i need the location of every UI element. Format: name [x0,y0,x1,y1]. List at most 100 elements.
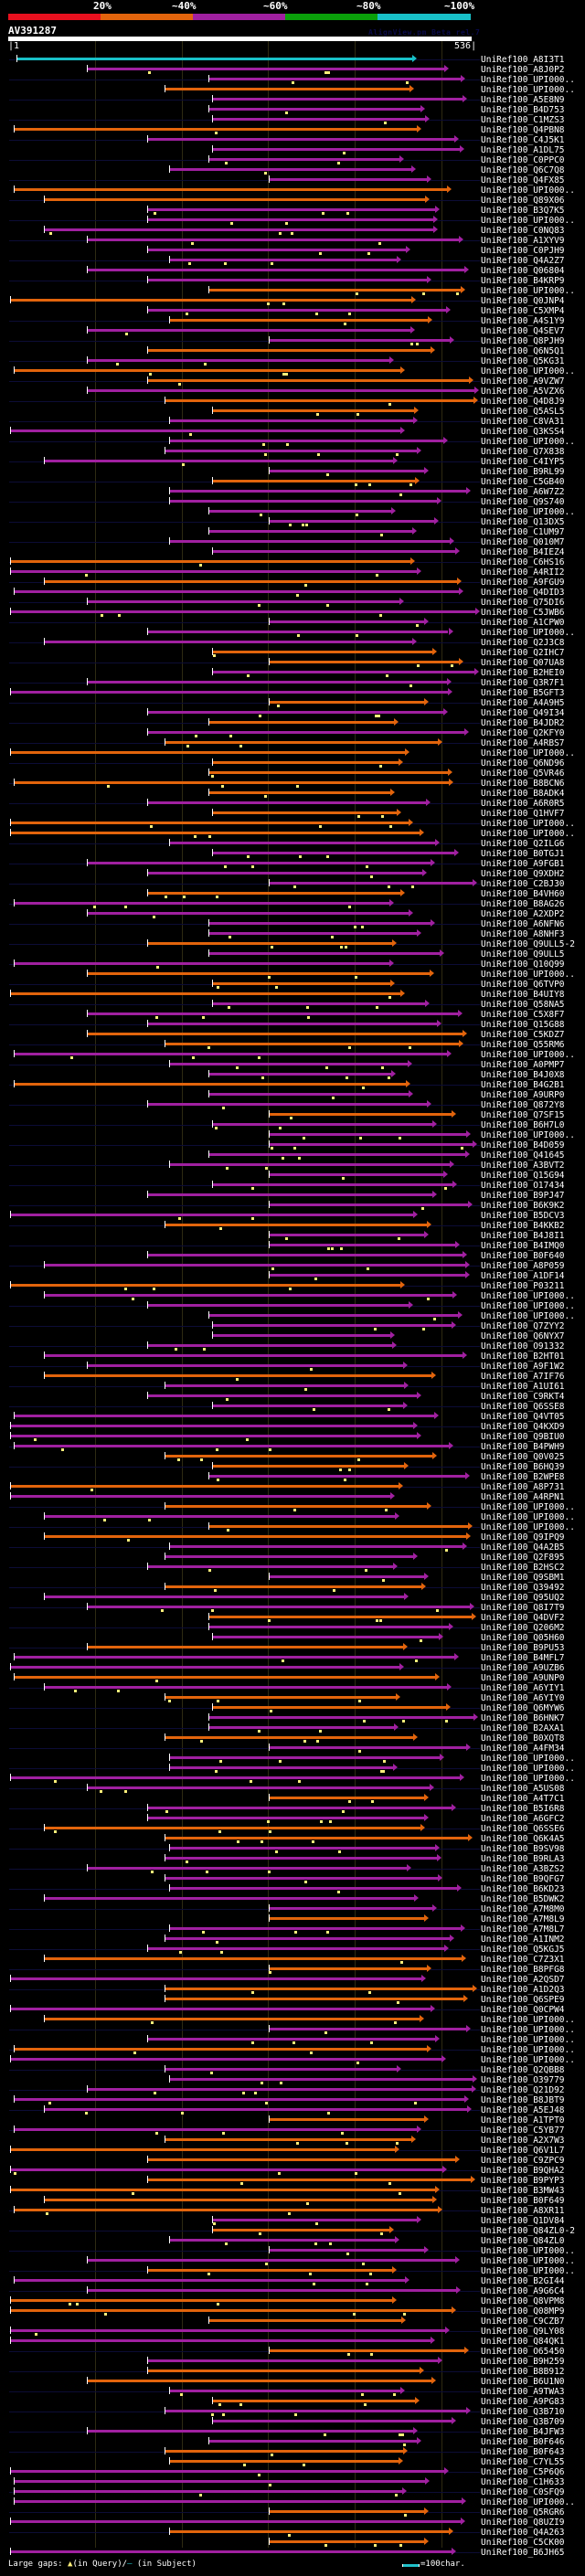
hit-row[interactable]: UniRef100_Q4DID3 [0,588,585,598]
hit-row[interactable]: UniRef100_Q05H60 [0,1633,585,1643]
hit-label[interactable]: UniRef100_B2HSC2 [481,1563,565,1573]
hit-row[interactable]: UniRef100_B9RLA3 [0,1854,585,1864]
hit-row[interactable]: UniRef100_A2QSD7 [0,1975,585,1985]
hit-row[interactable]: UniRef100_B2HSC2 [0,1563,585,1573]
hit-label[interactable]: UniRef100_B4J0X8 [481,1070,565,1080]
hit-row[interactable]: UniRef100_UPI000.. [0,75,585,85]
hit-row[interactable]: UniRef100_Q6SPE9 [0,1995,585,2005]
hit-label[interactable]: UniRef100_Q3R7F1 [481,678,565,688]
hit-row[interactable]: UniRef100_A1TPT0 [0,2115,585,2125]
hit-label[interactable]: UniRef100_UPI000.. [481,2256,575,2266]
hit-label[interactable]: UniRef100_O65450 [481,2347,565,2357]
hit-row[interactable]: UniRef100_Q4SEV7 [0,326,585,336]
hit-row[interactable]: UniRef100_B4IMQ0 [0,1241,585,1251]
hit-row[interactable]: UniRef100_UPI000.. [0,2497,585,2507]
hit-label[interactable]: UniRef100_Q3B709 [481,2417,565,2427]
hit-label[interactable]: UniRef100_C4IYP5 [481,457,565,467]
hit-label[interactable]: UniRef100_B4VH60 [481,889,565,899]
hit-label[interactable]: UniRef100_A2XDP2 [481,909,565,919]
hit-label[interactable]: UniRef100_B8BCN6 [481,779,565,789]
hit-row[interactable]: UniRef100_Q9XDH2 [0,869,585,879]
hit-label[interactable]: UniRef100_A5E8N9 [481,95,565,105]
hit-row[interactable]: UniRef100_Q5ASL5 [0,407,585,417]
hit-row[interactable]: UniRef100_C2BJ30 [0,879,585,889]
hit-label[interactable]: UniRef100_UPI000.. [481,748,575,758]
hit-label[interactable]: UniRef100_Q4VT05 [481,1412,565,1422]
hit-row[interactable]: UniRef100_B2HEI0 [0,668,585,678]
hit-row[interactable]: UniRef100_UPI000.. [0,1512,585,1522]
hit-label[interactable]: UniRef100_Q872Y8 [481,1100,565,1110]
hit-row[interactable]: UniRef100_Q0JNP4 [0,296,585,306]
hit-label[interactable]: UniRef100_Q41645 [481,1150,565,1161]
hit-label[interactable]: UniRef100_B4IEZ4 [481,547,565,557]
hit-label[interactable]: UniRef100_A9FGU9 [481,578,565,588]
hit-row[interactable]: UniRef100_B4JFW3 [0,2427,585,2437]
hit-row[interactable]: UniRef100_Q39492 [0,1583,585,1593]
hit-label[interactable]: UniRef100_B6K9K2 [481,1201,565,1211]
hit-label[interactable]: UniRef100_Q9SBM1 [481,1573,565,1583]
hit-label[interactable]: UniRef100_A7IF76 [481,1372,565,1382]
hit-row[interactable]: UniRef100_B4D059 [0,1140,585,1150]
hit-label[interactable]: UniRef100_Q8I7T9 [481,1603,565,1613]
hit-row[interactable]: UniRef100_A6GFC2 [0,1814,585,1824]
hit-label[interactable]: UniRef100_A1TPT0 [481,2115,565,2125]
hit-label[interactable]: UniRef100_A1DF14 [481,1271,565,1281]
hit-row[interactable]: UniRef100_B6HQ39 [0,1462,585,1472]
hit-label[interactable]: UniRef100_A1D2Q3 [481,1985,565,1995]
hit-row[interactable]: UniRef100_C7YL55 [0,2457,585,2467]
hit-label[interactable]: UniRef100_B4KRP9 [481,276,565,286]
hit-label[interactable]: UniRef100_A2X7W3 [481,2136,565,2146]
hit-label[interactable]: UniRef100_Q2QBB8 [481,2065,565,2075]
hit-row[interactable]: UniRef100_Q9BIU0 [0,1432,585,1442]
hit-label[interactable]: UniRef100_A7M8L7 [481,1924,565,1935]
hit-row[interactable]: UniRef100_UPI000.. [0,1774,585,1784]
hit-row[interactable]: UniRef100_Q58NA5 [0,1000,585,1010]
hit-row[interactable]: UniRef100_UPI000.. [0,829,585,839]
hit-label[interactable]: UniRef100_Q9ULL5 [481,949,565,959]
hit-label[interactable]: UniRef100_Q95UQ2 [481,1593,565,1603]
hit-row[interactable]: UniRef100_A9VZW7 [0,376,585,387]
hit-row[interactable]: UniRef100_Q0V025 [0,1452,585,1462]
hit-label[interactable]: UniRef100_Q6SPE9 [481,1995,565,2005]
hit-label[interactable]: UniRef100_B2WPE8 [481,1472,565,1482]
hit-row[interactable]: UniRef100_B4J8I1 [0,1231,585,1241]
hit-row[interactable]: UniRef100_C9ZPC9 [0,2156,585,2166]
hit-label[interactable]: UniRef100_Q6C7Q8 [481,165,565,175]
hit-label[interactable]: UniRef100_B8JBT9 [481,2095,565,2105]
hit-row[interactable]: UniRef100_B2HT01 [0,1352,585,1362]
hit-label[interactable]: UniRef100_Q4DID3 [481,588,565,598]
hit-label[interactable]: UniRef100_A9PG83 [481,2397,565,2407]
hit-row[interactable]: UniRef100_B4VH60 [0,889,585,899]
hit-row[interactable]: UniRef100_Q21D92 [0,2085,585,2095]
hit-label[interactable]: UniRef100_A2QSD7 [481,1975,565,1985]
hit-label[interactable]: UniRef100_A1CPW0 [481,618,565,628]
hit-row[interactable]: UniRef100_A9FGU9 [0,578,585,588]
hit-label[interactable]: UniRef100_B6HNK7 [481,1713,565,1723]
hit-label[interactable]: UniRef100_O39779 [481,2075,565,2085]
hit-row[interactable]: UniRef100_UPI000.. [0,1764,585,1774]
hit-row[interactable]: UniRef100_Q06804 [0,266,585,276]
hit-label[interactable]: UniRef100_UPI000.. [481,628,575,638]
hit-row[interactable]: UniRef100_UPI000.. [0,1522,585,1532]
hit-label[interactable]: UniRef100_Q0JNP4 [481,296,565,306]
hit-label[interactable]: UniRef100_P03211 [481,1281,565,1291]
hit-label[interactable]: UniRef100_Q9LY08 [481,2327,565,2337]
hit-row[interactable]: UniRef100_A5EJ48 [0,2105,585,2115]
hit-label[interactable]: UniRef100_C8VA31 [481,417,565,427]
hit-row[interactable]: UniRef100_A4RII2 [0,567,585,578]
hit-label[interactable]: UniRef100_B3Q7K5 [481,206,565,216]
hit-row[interactable]: UniRef100_B8PFG8 [0,1965,585,1975]
hit-row[interactable]: UniRef100_A9F1W2 [0,1362,585,1372]
hit-row[interactable]: UniRef100_B0TGJ1 [0,849,585,859]
hit-label[interactable]: UniRef100_Q58NA5 [481,1000,565,1010]
hit-row[interactable]: UniRef100_B6U1N0 [0,2377,585,2387]
hit-row[interactable]: UniRef100_Q8PJH9 [0,336,585,346]
hit-label[interactable]: UniRef100_Q15G88 [481,1020,565,1030]
hit-label[interactable]: UniRef100_B4G2B1 [481,1080,565,1090]
hit-label[interactable]: UniRef100_A9URP0 [481,1090,565,1100]
hit-label[interactable]: UniRef100_C0PPC0 [481,155,565,165]
hit-row[interactable]: UniRef100_B3MW43 [0,2186,585,2196]
hit-label[interactable]: UniRef100_A4FM34 [481,1744,565,1754]
hit-label[interactable]: UniRef100_B6JH65 [481,2548,565,2558]
hit-label[interactable]: UniRef100_Q6TVP0 [481,980,565,990]
